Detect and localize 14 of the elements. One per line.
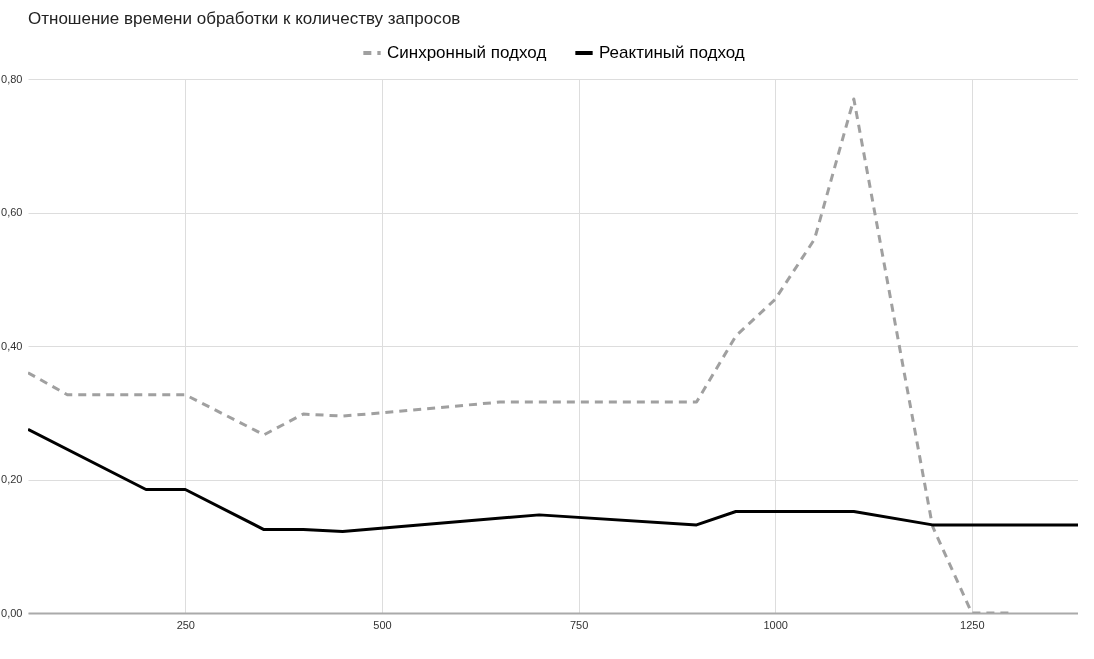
legend-label: Реактиный подход: [599, 43, 745, 62]
y-tick-label: 0,60: [1, 206, 23, 218]
legend-label: Синхронный подход: [387, 43, 547, 62]
x-tick-label: 500: [373, 618, 392, 631]
y-tick-label: 0,00: [1, 606, 23, 619]
y-tick-label: 0,80: [1, 72, 23, 85]
y-tick-label: 0,40: [1, 339, 23, 352]
x-tick-label: 1250: [960, 618, 985, 631]
chart-title: Отношение времени обработки к количеству запросов: [28, 9, 461, 28]
line-series: [28, 427, 1078, 534]
x-tick-label: 250: [176, 618, 195, 631]
x-tick-label: 1000: [763, 618, 788, 631]
y-tick-label: 0,20: [1, 473, 23, 485]
x-tick-label: 750: [569, 618, 589, 631]
